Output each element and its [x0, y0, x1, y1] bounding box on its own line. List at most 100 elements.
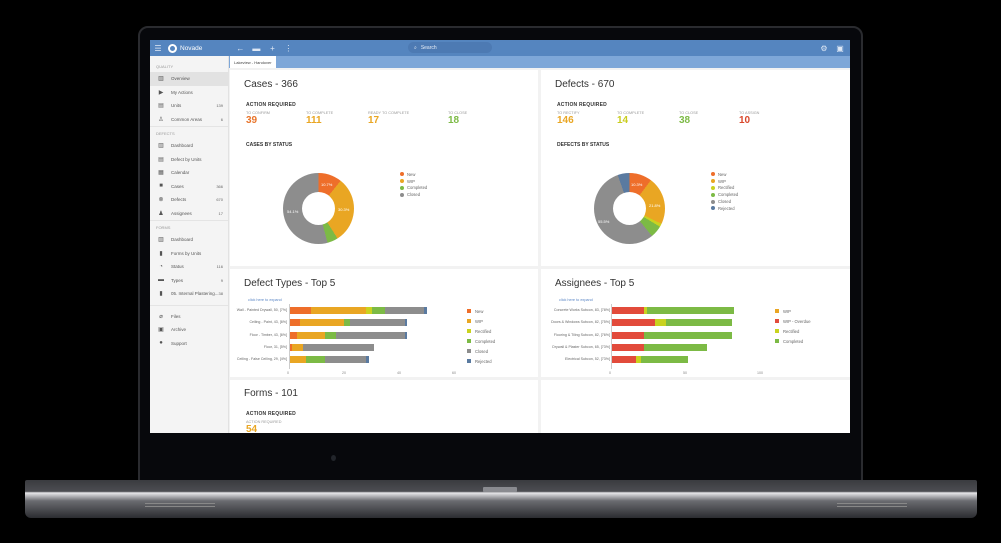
kpi-defects-to-complete[interactable]: TO COMPLETE 14: [617, 111, 645, 126]
sidebar-item-types[interactable]: ▬ Types 9: [158, 277, 223, 284]
legend-wip-overdue[interactable]: WIP - Overdue: [775, 316, 811, 326]
bar-row[interactable]: [611, 356, 688, 364]
bar-segment[interactable]: [404, 331, 408, 339]
search-input[interactable]: ⌕ Search: [408, 42, 492, 53]
bar-segment[interactable]: [289, 356, 306, 364]
settings-icon[interactable]: ⚙: [820, 43, 828, 53]
legend-completed[interactable]: Completed: [775, 336, 811, 346]
legend-rejected[interactable]: Rejected: [467, 356, 495, 366]
kpi-to-assign[interactable]: TO ASSIGN 10: [739, 111, 760, 126]
bar-segment[interactable]: [643, 343, 708, 351]
bar-segment[interactable]: [366, 307, 372, 314]
user-icon[interactable]: ▣: [836, 43, 844, 53]
sidebar-item-archive[interactable]: ▣ Archive: [158, 327, 187, 334]
sidebar-item-overview[interactable]: ▥ Overview: [150, 72, 228, 86]
bar-segment[interactable]: [404, 319, 408, 327]
bar-segment[interactable]: [611, 343, 644, 351]
legend-completed[interactable]: Completed: [711, 191, 738, 198]
sidebar-item-files[interactable]: ⌀ Files: [150, 310, 228, 324]
kpi-ready-to-complete[interactable]: READY TO COMPLETE 17: [368, 111, 410, 126]
app-logo[interactable]: Novade: [168, 43, 202, 53]
menu-icon[interactable]: ☰: [154, 43, 162, 53]
legend-rectified[interactable]: Rectified: [467, 326, 495, 336]
more-vertical-icon[interactable]: ⋮: [284, 43, 293, 53]
bar-segment[interactable]: [324, 331, 336, 339]
bar-segment[interactable]: [297, 331, 325, 339]
kpi-defects-to-close[interactable]: TO CLOSE 38: [679, 111, 699, 126]
bar-segment[interactable]: [371, 307, 386, 314]
bar-row[interactable]: [611, 307, 734, 314]
expand-link[interactable]: click here to expand: [559, 298, 593, 302]
back-arrow-icon[interactable]: ←: [236, 43, 245, 53]
bar-segment[interactable]: [344, 319, 350, 327]
sidebar-item-defect-by-units[interactable]: ▤ Defect by Units: [158, 156, 202, 163]
bar-segment[interactable]: [643, 331, 733, 339]
bar-segment[interactable]: [611, 319, 656, 327]
bar-segment[interactable]: [611, 331, 644, 339]
sidebar-item-units[interactable]: ▤ Units 139: [158, 103, 223, 110]
bar-segment[interactable]: [665, 319, 733, 327]
sidebar-item-defects[interactable]: ⊗ Defects 670: [158, 197, 223, 204]
bar-segment[interactable]: [305, 356, 325, 364]
cases-status-donut[interactable]: 10.7% 30.3% 54.1%: [283, 173, 354, 244]
defects-status-donut[interactable]: 10.3% 21.8% 55.5%: [594, 173, 665, 244]
legend-new[interactable]: New: [400, 171, 427, 178]
bar-segment[interactable]: [646, 307, 734, 314]
kpi-to-complete[interactable]: TO COMPLETE 111: [306, 111, 334, 126]
bar-row[interactable]: [289, 319, 408, 327]
legend-closed[interactable]: Closed: [400, 191, 427, 198]
inbox-icon[interactable]: ▬: [252, 43, 261, 53]
legend-new[interactable]: New: [467, 306, 495, 316]
bar-segment[interactable]: [291, 343, 303, 351]
sidebar-item-support[interactable]: ● Support: [150, 337, 228, 351]
bar-segment[interactable]: [289, 319, 300, 327]
bar-segment[interactable]: [423, 307, 427, 314]
kpi-to-rectify[interactable]: TO RECTIFY 146: [557, 111, 580, 126]
bar-row[interactable]: [611, 343, 708, 351]
bar-segment[interactable]: [349, 319, 405, 327]
legend-completed[interactable]: Completed: [467, 336, 495, 346]
sidebar-item-common-areas[interactable]: ♙ Common Areas 6: [158, 116, 223, 123]
bar-segment[interactable]: [311, 307, 366, 314]
sidebar-item-status[interactable]: ◔ Status 116: [150, 260, 228, 274]
bar-segment[interactable]: [611, 307, 644, 314]
legend-wip[interactable]: WIP: [775, 306, 811, 316]
bar-row[interactable]: [289, 331, 408, 339]
kpi-to-confirm[interactable]: TO CONFIRM 39: [246, 111, 270, 126]
sidebar-item-internal-plastering[interactable]: ▮ 05. Internal Plastering... 38: [150, 287, 228, 301]
bar-segment[interactable]: [289, 307, 311, 314]
bar-segment[interactable]: [300, 319, 344, 327]
bar-row[interactable]: [611, 331, 733, 339]
sidebar-item-defects-dashboard[interactable]: ▥ Dashboard: [158, 143, 194, 150]
legend-rejected[interactable]: Rejected: [711, 205, 738, 212]
bar-segment[interactable]: [385, 307, 424, 314]
sidebar-item-calendar[interactable]: ▦ Calendar: [158, 170, 190, 177]
sidebar-item-forms-by-units[interactable]: ▮ Forms by Units: [150, 247, 228, 261]
bar-segment[interactable]: [640, 356, 688, 364]
legend-wip[interactable]: WIP: [711, 178, 738, 185]
legend-rectified[interactable]: Rectified: [711, 185, 738, 192]
add-icon[interactable]: +: [270, 43, 275, 53]
bar-segment[interactable]: [643, 307, 647, 314]
bar-row[interactable]: [289, 307, 427, 314]
bar-row[interactable]: [611, 319, 733, 327]
bar-segment[interactable]: [302, 343, 375, 351]
sidebar-item-my-actions[interactable]: ▶ My Actions: [158, 89, 193, 96]
sidebar-item-assignees[interactable]: ♟ Assignees 17: [158, 210, 223, 217]
bar-row[interactable]: [289, 356, 369, 364]
bar-segment[interactable]: [612, 356, 637, 364]
kpi-to-close[interactable]: TO CLOSE 18: [448, 111, 468, 126]
expand-link[interactable]: click here to expand: [248, 298, 282, 302]
bar-segment[interactable]: [636, 356, 641, 364]
sidebar-item-cases[interactable]: ■ Cases 366: [150, 180, 228, 194]
kpi-forms-action-required[interactable]: ACTION REQUIRED 54: [246, 420, 282, 433]
sidebar-item-forms-dashboard[interactable]: ▥ Dashboard: [158, 237, 194, 244]
bar-segment[interactable]: [366, 356, 369, 364]
tab-project[interactable]: Lakeview - Handover: [230, 56, 276, 68]
bar-segment[interactable]: [289, 343, 292, 351]
bar-segment[interactable]: [324, 356, 366, 364]
legend-completed[interactable]: Completed: [400, 185, 427, 192]
legend-wip[interactable]: WIP: [467, 316, 495, 326]
legend-closed[interactable]: Closed: [467, 346, 495, 356]
legend-new[interactable]: New: [711, 171, 738, 178]
